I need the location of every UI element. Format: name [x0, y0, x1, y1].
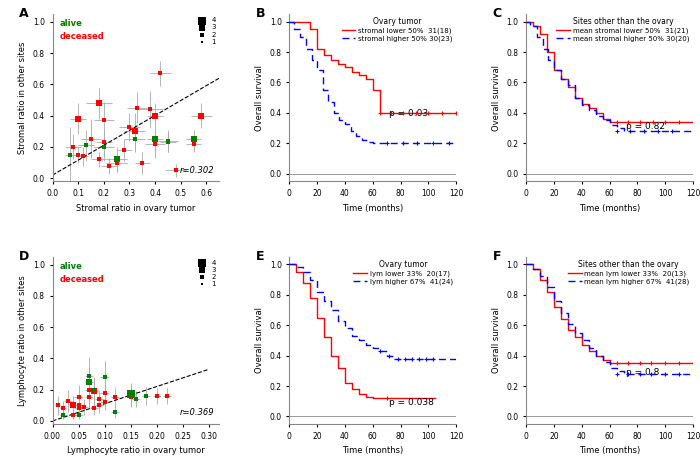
Point	[111, 156, 122, 163]
Legend: mean lym lower 33%  20(13), mean lym higher 67%  41(28): mean lym lower 33% 20(13), mean lym high…	[568, 260, 690, 285]
Point	[151, 392, 162, 400]
Point	[162, 137, 174, 144]
Y-axis label: Overall survival: Overall survival	[492, 308, 501, 373]
Y-axis label: Lymphocyte ratio in other sites: Lymphocyte ratio in other sites	[18, 275, 27, 406]
Point	[155, 70, 166, 77]
Legend: 4, 3, 2, 1: 4, 3, 2, 1	[195, 17, 216, 45]
Point	[93, 156, 104, 163]
Point	[73, 404, 84, 412]
Point	[99, 373, 110, 381]
Point	[132, 104, 143, 111]
Point	[68, 411, 79, 418]
Point	[111, 159, 122, 166]
Text: deceased: deceased	[60, 33, 104, 41]
Point	[188, 140, 199, 148]
Point	[78, 152, 89, 160]
Point	[170, 167, 181, 174]
Point	[125, 391, 136, 398]
Point	[62, 397, 74, 404]
Point	[104, 162, 115, 170]
Point	[52, 402, 63, 409]
Point	[73, 394, 84, 401]
Point	[98, 138, 109, 146]
Point	[57, 411, 69, 418]
Point	[89, 404, 100, 412]
Point	[150, 140, 161, 148]
Point	[65, 151, 76, 158]
Point	[89, 388, 100, 395]
Text: deceased: deceased	[60, 275, 104, 284]
Y-axis label: Overall survival: Overall survival	[255, 65, 264, 130]
Text: p = 0.038: p = 0.038	[389, 398, 434, 407]
Point	[99, 389, 110, 397]
X-axis label: Lymphocyte ratio in ovary tumor: Lymphocyte ratio in ovary tumor	[67, 446, 205, 455]
Point	[162, 392, 173, 400]
Legend: 4, 3, 2, 1: 4, 3, 2, 1	[195, 260, 216, 287]
Text: F: F	[493, 250, 501, 263]
Text: A: A	[19, 7, 29, 21]
Point	[125, 394, 136, 401]
Point	[188, 136, 199, 143]
Text: p = 0.82: p = 0.82	[626, 122, 665, 131]
X-axis label: Time (months): Time (months)	[579, 446, 640, 455]
Point	[196, 112, 207, 119]
Y-axis label: Overall survival: Overall survival	[255, 308, 264, 373]
Point	[109, 394, 120, 401]
Text: C: C	[493, 7, 502, 21]
Point	[94, 402, 105, 409]
Text: B: B	[256, 7, 265, 21]
Text: r=0.369: r=0.369	[180, 408, 214, 418]
Point	[150, 136, 161, 143]
Point	[94, 395, 105, 403]
Point	[150, 112, 161, 119]
Legend: lym lower 33%  20(17), lym higher 67%  41(24): lym lower 33% 20(17), lym higher 67% 41(…	[353, 260, 453, 285]
Point	[57, 404, 69, 412]
Point	[129, 136, 140, 143]
Text: E: E	[256, 250, 265, 263]
Point	[83, 394, 94, 401]
Point	[80, 142, 92, 149]
Point	[125, 391, 136, 398]
Point	[144, 106, 155, 113]
Point	[83, 372, 94, 379]
Y-axis label: Stromal ratio in other sites: Stromal ratio in other sites	[18, 41, 27, 154]
Point	[136, 159, 148, 166]
X-axis label: Stromal ratio in ovary tumor: Stromal ratio in ovary tumor	[76, 204, 195, 212]
Text: r=0.302: r=0.302	[180, 166, 214, 175]
Point	[68, 402, 79, 409]
Point	[141, 392, 152, 400]
Text: D: D	[19, 250, 29, 263]
Legend: stromal lower 50%  31(18), stromal higher 50% 30(23): stromal lower 50% 31(18), stromal higher…	[342, 17, 453, 42]
X-axis label: Time (months): Time (months)	[342, 446, 403, 455]
Point	[119, 146, 130, 154]
X-axis label: Time (months): Time (months)	[579, 204, 640, 212]
Point	[93, 99, 104, 107]
Point	[98, 143, 109, 151]
Point	[130, 395, 141, 403]
Text: p = 0.8: p = 0.8	[626, 368, 659, 377]
Point	[162, 138, 174, 146]
Text: p = 0.03: p = 0.03	[389, 109, 428, 118]
Point	[73, 411, 84, 418]
Text: alive: alive	[60, 262, 82, 271]
Point	[129, 128, 140, 135]
Point	[124, 123, 135, 130]
Point	[98, 116, 109, 124]
Text: alive: alive	[60, 19, 82, 28]
Point	[73, 151, 84, 158]
Point	[73, 402, 84, 409]
X-axis label: Time (months): Time (months)	[342, 204, 403, 212]
Point	[83, 378, 94, 385]
Point	[89, 386, 100, 393]
Point	[85, 136, 97, 143]
Point	[109, 408, 120, 415]
Point	[83, 386, 94, 393]
Point	[73, 115, 84, 123]
Y-axis label: Overall survival: Overall survival	[492, 65, 501, 130]
Point	[99, 398, 110, 406]
Point	[67, 143, 78, 151]
Legend: mean stromal lower 50%  31(21), mean stromal higher 50% 30(20): mean stromal lower 50% 31(21), mean stro…	[556, 17, 690, 42]
Point	[78, 403, 90, 411]
